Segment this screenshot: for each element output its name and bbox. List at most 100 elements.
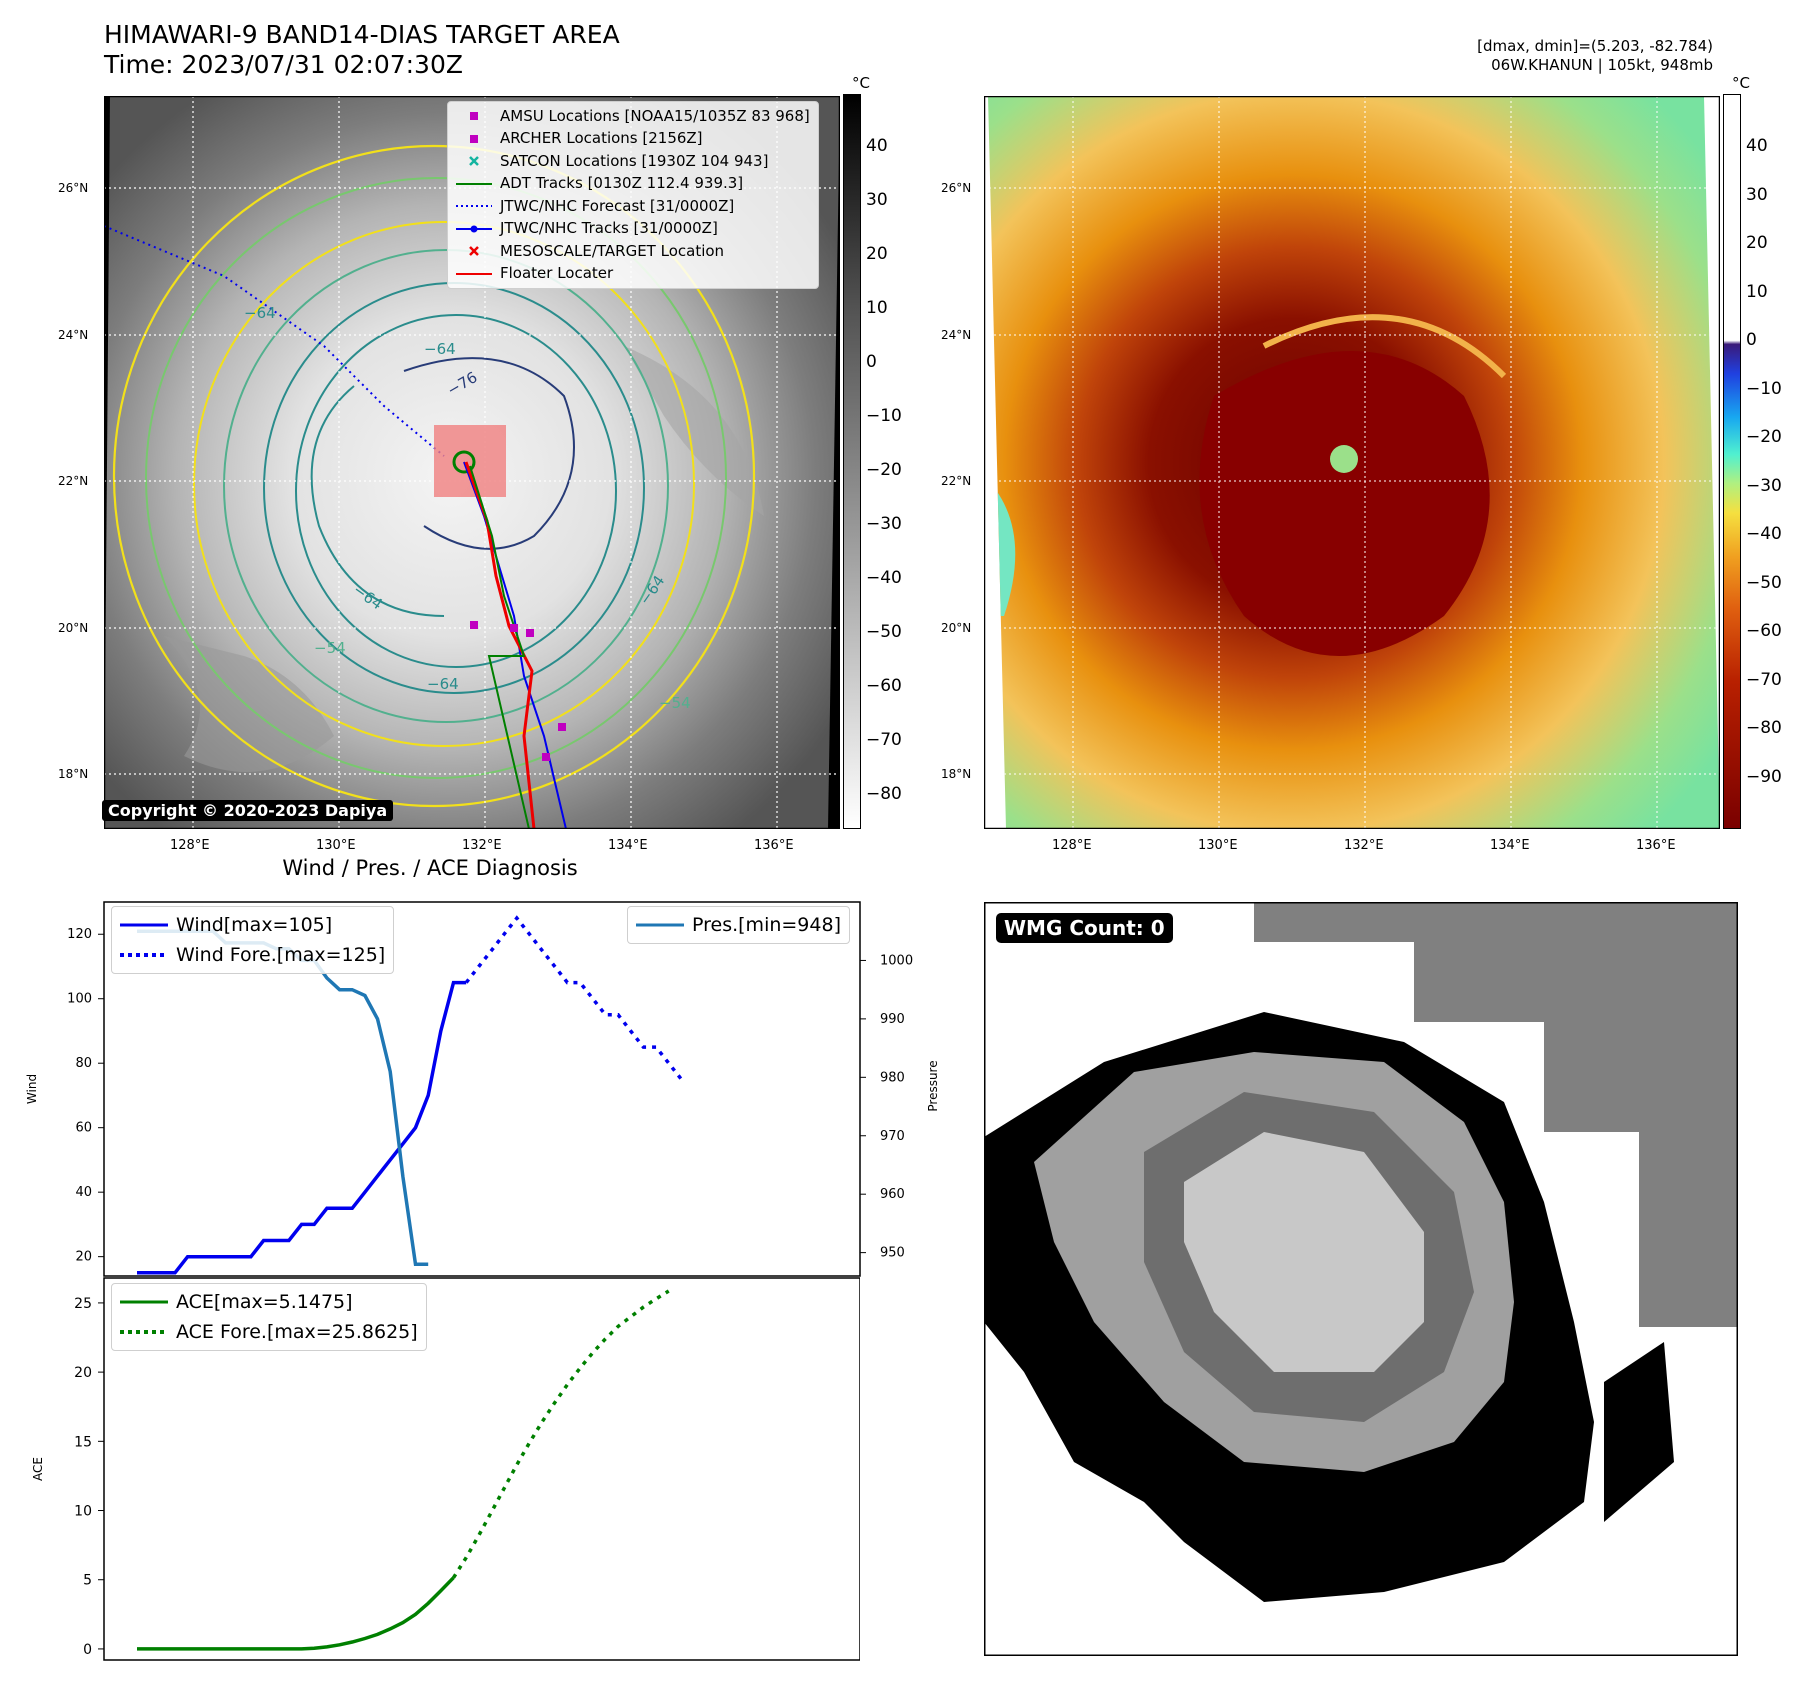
y-tick-label: 25 (74, 1296, 92, 1312)
colorbar-tick: −70 (866, 730, 902, 750)
legend-item-forecast: JTWC/NHC Forecast [31/0000Z] (456, 195, 810, 218)
colorbar-tick: 0 (866, 352, 877, 372)
lon-tick: 136°E (1636, 838, 1676, 853)
eye (1330, 445, 1358, 473)
jtwc-forecast-track (104, 225, 445, 457)
right-colorbar-unit: °C (1732, 74, 1750, 92)
lon-tick: 132°E (462, 838, 502, 853)
title-line-2: Time: 2023/07/31 02:07:30Z (104, 50, 463, 79)
line-marker-icon (456, 175, 492, 193)
dotted-line-icon (120, 946, 168, 964)
colorbar-tick: 10 (866, 298, 888, 318)
colorbar-tick: 30 (1746, 184, 1768, 205)
lon-tick: 136°E (754, 838, 794, 853)
wmg-panel (984, 902, 1738, 1656)
lat-tick: 20°N (941, 621, 972, 635)
legend-item-amsu: AMSU Locations [NOAA15/1035Z 83 968] (456, 105, 810, 128)
y-tick-label: 40 (75, 1185, 92, 1200)
legend-label: ACE[max=5.1475] (176, 1291, 353, 1313)
left-colorbar (843, 94, 861, 829)
colorbar-tick: −90 (1746, 766, 1782, 787)
contour-label: −54 (314, 639, 346, 657)
wmg-region-gray (1134, 902, 1738, 1327)
pressure-legend: Pres.[min=948] (627, 906, 850, 944)
map-frame (984, 96, 1720, 829)
solid-line-icon (120, 916, 168, 934)
y-tick-label: 20 (75, 1250, 92, 1265)
lon-tick: 128°E (170, 838, 210, 853)
colorbar-tick: −30 (866, 514, 902, 534)
legend-label: Floater Locater (500, 264, 614, 283)
legend-item-ace-forecast: ACE Fore.[max=25.8625] (120, 1317, 418, 1347)
y-tick-label: 10 (74, 1504, 92, 1520)
contour-label: −64 (427, 675, 459, 693)
legend-label: Wind[max=105] (176, 914, 333, 936)
series-line (137, 1576, 455, 1651)
x-marker-icon (456, 152, 492, 170)
legend-label: MESOSCALE/TARGET Location (500, 241, 725, 260)
legend-label: ADT Tracks [0130Z 112.4 939.3] (500, 174, 744, 193)
solid-line-icon (636, 916, 684, 934)
legend-item-wind: Wind[max=105] (120, 910, 385, 940)
legend-item-satcon: SATCON Locations [1930Z 104 943] (456, 150, 810, 173)
legend-item-pressure: Pres.[min=948] (636, 910, 841, 940)
floater-box (434, 425, 506, 497)
colorbar-tick: 40 (1746, 136, 1768, 156)
lat-tick: 26°N (58, 181, 89, 195)
colorbar-tick: 0 (1746, 330, 1757, 350)
map-frame (104, 96, 840, 829)
wmg-region-white (984, 1522, 1234, 1656)
lat-tick: 22°N (941, 474, 972, 488)
title-line-1: HIMAWARI-9 BAND14-DIAS TARGET AREA (104, 20, 620, 49)
legend-label: Wind Fore.[max=125] (176, 944, 386, 966)
legend-label: ACE Fore.[max=25.8625] (176, 1321, 418, 1343)
y-right-tick-label: 970 (880, 1129, 905, 1144)
y-tick-label: 80 (75, 1056, 92, 1071)
y-tick-label: 100 (67, 992, 92, 1007)
map-gridlines (988, 96, 1720, 829)
colorbar-tick: 30 (866, 190, 888, 210)
left-colorbar-unit: °C (852, 74, 870, 92)
ace-legend: ACE[max=5.1475] ACE Fore.[max=25.8625] (111, 1283, 427, 1351)
ir-map-right (984, 96, 1720, 829)
series-line (464, 915, 683, 1081)
y-right-tick-label: 960 (880, 1187, 905, 1202)
y-right-axis-label: Pressure (926, 1060, 940, 1111)
y-tick-label: 5 (83, 1573, 92, 1589)
colorbar-tick: −20 (866, 460, 902, 480)
wmg-count-badge: WMG Count: 0 (996, 913, 1173, 943)
lon-tick: 134°E (1490, 838, 1530, 853)
colorbar-tick: −40 (1746, 524, 1782, 544)
figure-title: HIMAWARI-9 BAND14-DIAS TARGET AREA Time:… (104, 20, 620, 80)
lat-tick: 24°N (58, 328, 89, 342)
y-tick-label: 20 (74, 1365, 92, 1381)
colorbar-tick: −70 (1746, 669, 1782, 690)
wmg-grid-svg (984, 902, 1738, 1656)
wmg-region-black (1604, 1342, 1674, 1522)
series-line (452, 1289, 670, 1579)
legend-label: ARCHER Locations [2156Z] (500, 129, 703, 148)
x-marker-icon (456, 242, 492, 260)
legend-item-tracks: JTWC/NHC Tracks [31/0000Z] (456, 218, 810, 241)
copyright-label: Copyright © 2020-2023 Dapiya (102, 800, 394, 821)
y-right-tick-label: 950 (880, 1246, 905, 1261)
map-legend: AMSU Locations [NOAA15/1035Z 83 968] ARC… (447, 101, 819, 289)
lat-tick: 18°N (941, 767, 972, 781)
colorbar-tick: −60 (866, 676, 902, 696)
lon-tick: 128°E (1052, 838, 1092, 853)
diagnosis-title: Wind / Pres. / ACE Diagnosis (282, 856, 578, 880)
contour-label: −64 (424, 340, 456, 358)
dotted-line-icon (120, 1323, 168, 1341)
line-marker-icon (456, 265, 492, 283)
wmg-region-bright (1184, 1132, 1424, 1372)
solid-line-icon (120, 1293, 168, 1311)
colorbar-tick: −10 (1746, 378, 1782, 399)
storm-name-text: 06W.KHANUN | 105kt, 948mb (1491, 56, 1713, 74)
y-tick-label: 15 (74, 1434, 92, 1450)
dmax-dmin-text: [dmax, dmin]=(5.203, -82.784) (1477, 37, 1713, 55)
y-tick-label: 60 (75, 1121, 92, 1136)
lat-tick: 20°N (58, 621, 89, 635)
colorbar-tick: −30 (1746, 475, 1782, 496)
y-axis-label: Wind (25, 1074, 39, 1104)
legend-item-wind-forecast: Wind Fore.[max=125] (120, 940, 385, 970)
